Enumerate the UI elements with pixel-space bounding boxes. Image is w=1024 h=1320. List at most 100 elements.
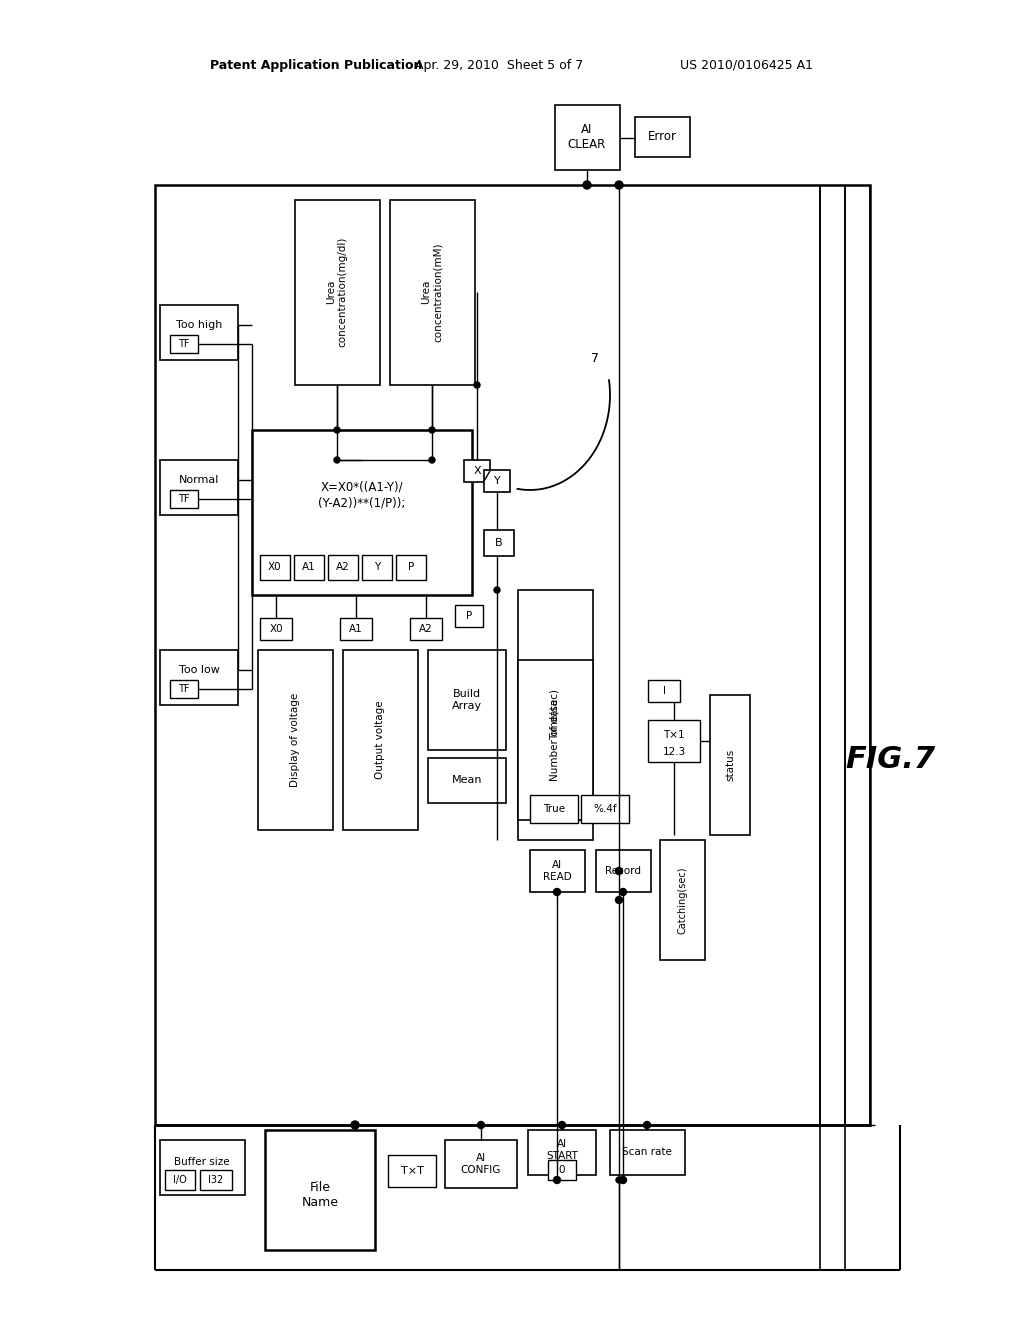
Text: X0: X0 <box>268 562 282 572</box>
Text: Y: Y <box>494 477 501 486</box>
Bar <box>170 490 198 508</box>
Circle shape <box>643 1122 650 1129</box>
Text: Record: Record <box>605 866 641 876</box>
Bar <box>528 1130 596 1175</box>
Bar <box>165 1170 195 1191</box>
Text: Apr. 29, 2010  Sheet 5 of 7: Apr. 29, 2010 Sheet 5 of 7 <box>415 58 584 71</box>
Text: Number of data: Number of data <box>550 700 560 781</box>
Text: AI
CLEAR: AI CLEAR <box>568 123 606 150</box>
Bar <box>445 1140 517 1188</box>
Bar <box>610 1130 685 1175</box>
Bar <box>530 795 578 822</box>
Text: Build
Array: Build Array <box>452 689 482 710</box>
Text: I32: I32 <box>208 1175 223 1185</box>
Circle shape <box>583 181 591 189</box>
Text: B: B <box>496 539 503 548</box>
Bar <box>160 459 238 515</box>
Bar <box>295 201 380 385</box>
Circle shape <box>429 426 435 433</box>
Text: A2: A2 <box>336 562 350 572</box>
Bar <box>410 618 442 640</box>
Text: Output voltage: Output voltage <box>375 701 385 779</box>
Bar <box>464 459 490 482</box>
Text: True: True <box>543 804 565 814</box>
Text: A1: A1 <box>302 562 315 572</box>
Bar <box>340 618 372 640</box>
Text: TF: TF <box>178 339 189 348</box>
Text: TF: TF <box>178 494 189 504</box>
Bar <box>160 305 238 360</box>
Text: Display of voltage: Display of voltage <box>290 693 300 787</box>
Circle shape <box>334 457 340 463</box>
Text: %.4f: %.4f <box>593 804 616 814</box>
Bar <box>343 649 418 830</box>
Circle shape <box>554 888 560 895</box>
Text: 12.3: 12.3 <box>663 747 686 756</box>
Bar <box>396 554 426 579</box>
Circle shape <box>615 867 623 874</box>
Text: Mean: Mean <box>452 775 482 785</box>
Bar <box>484 531 514 556</box>
Bar <box>328 554 358 579</box>
Bar <box>581 795 629 822</box>
Text: US 2010/0106425 A1: US 2010/0106425 A1 <box>680 58 813 71</box>
Bar <box>660 840 705 960</box>
Bar <box>170 680 198 698</box>
Text: X=X0*((A1-Y)/
(Y-A2))**(1/P));: X=X0*((A1-Y)/ (Y-A2))**(1/P)); <box>318 480 406 510</box>
Bar <box>596 850 651 892</box>
Text: TF: TF <box>178 684 189 694</box>
Circle shape <box>616 1177 622 1183</box>
Text: Buffer size: Buffer size <box>174 1158 229 1167</box>
Bar <box>388 1155 436 1187</box>
Text: P: P <box>466 611 472 620</box>
Circle shape <box>615 181 623 189</box>
Bar <box>518 590 593 840</box>
Circle shape <box>494 587 500 593</box>
Text: 7: 7 <box>591 351 599 364</box>
Bar <box>252 430 472 595</box>
Bar <box>170 335 198 352</box>
Circle shape <box>620 888 627 895</box>
Bar <box>710 696 750 836</box>
Bar <box>265 1130 375 1250</box>
Text: status: status <box>725 748 735 781</box>
Text: I: I <box>663 686 666 696</box>
Circle shape <box>477 1122 484 1129</box>
Bar <box>518 660 593 820</box>
Circle shape <box>429 457 435 463</box>
Bar <box>648 680 680 702</box>
Circle shape <box>620 1176 627 1184</box>
Text: AI
CONFIG: AI CONFIG <box>461 1154 501 1175</box>
Text: A1: A1 <box>349 624 362 634</box>
Bar <box>200 1170 232 1191</box>
Text: FIG.7: FIG.7 <box>845 746 935 775</box>
Bar <box>160 649 238 705</box>
Text: Too low: Too low <box>178 665 219 675</box>
Bar <box>260 554 290 579</box>
Bar <box>260 618 292 640</box>
Text: P: P <box>408 562 414 572</box>
Bar <box>555 106 620 170</box>
Text: AI
READ: AI READ <box>543 861 571 882</box>
Text: X: X <box>473 466 481 477</box>
Bar <box>530 850 585 892</box>
Text: Time(sec): Time(sec) <box>550 689 560 741</box>
Bar <box>484 470 510 492</box>
Text: Catching(sec): Catching(sec) <box>677 866 687 933</box>
Circle shape <box>334 426 340 433</box>
Text: Error: Error <box>647 131 677 144</box>
Text: Y: Y <box>374 562 380 572</box>
Text: I/O: I/O <box>173 1175 186 1185</box>
Circle shape <box>474 381 480 388</box>
Bar <box>390 201 475 385</box>
Bar <box>428 649 506 750</box>
Bar <box>160 1140 245 1195</box>
Text: Urea
concentration(mg/dl): Urea concentration(mg/dl) <box>327 236 348 347</box>
Circle shape <box>554 1176 560 1184</box>
Bar <box>548 1160 575 1180</box>
Text: T×T: T×T <box>400 1166 424 1176</box>
Circle shape <box>351 1121 359 1129</box>
Bar <box>294 554 324 579</box>
Text: AI
START: AI START <box>546 1139 578 1160</box>
Text: Too high: Too high <box>176 319 222 330</box>
